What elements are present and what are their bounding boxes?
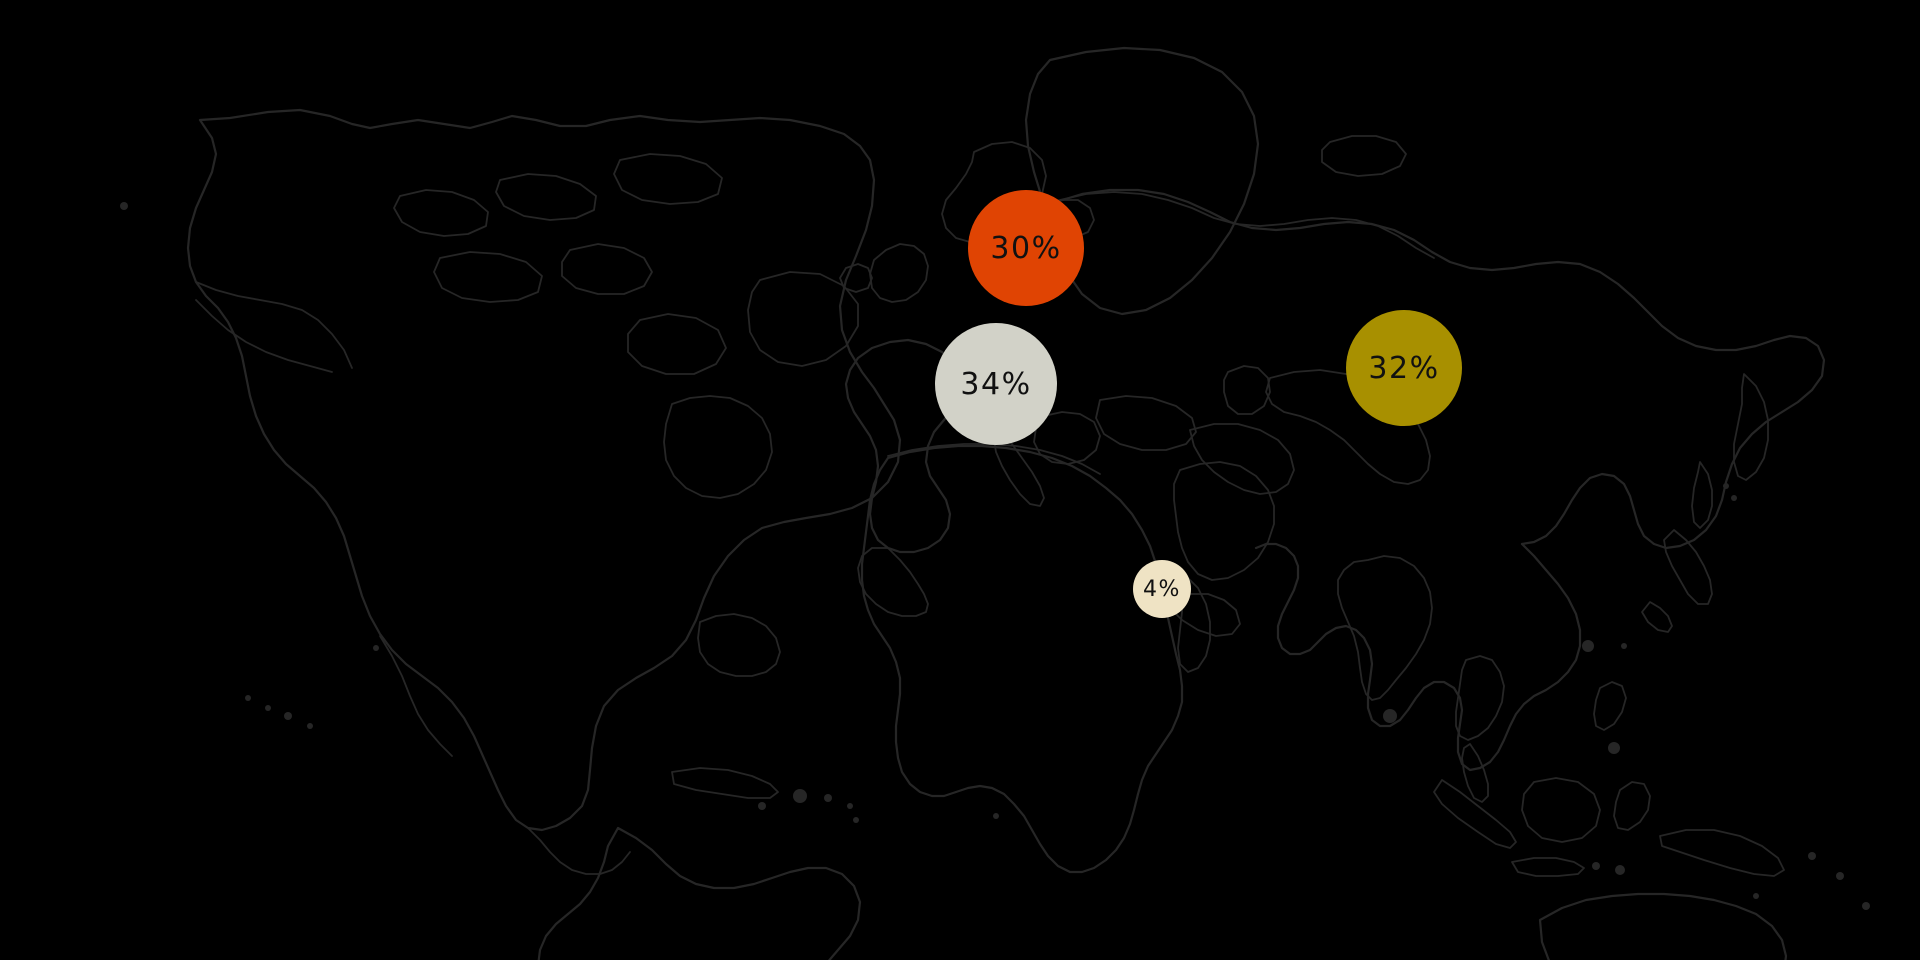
- bubble-europe[interactable]: 30%: [968, 190, 1084, 306]
- land-new-guinea: [1659, 829, 1785, 877]
- land-british-isles: [869, 243, 929, 303]
- bubble-asia-south[interactable]: 32%: [1346, 310, 1462, 426]
- land-madagascar: [1177, 575, 1211, 673]
- land-hawaii-1: [245, 695, 251, 701]
- land-arctic-islands-4: [433, 251, 543, 303]
- land-arctic-islands-3: [613, 153, 723, 205]
- bubble-label-africa-north: 34%: [960, 366, 1032, 402]
- bubble-label-asia-south: 32%: [1368, 350, 1440, 386]
- land-italy: [993, 431, 1045, 507]
- land-island-pacific: [120, 202, 128, 210]
- land-mediterranean-coast: [887, 443, 1101, 475]
- bubble-label-europe: 30%: [990, 230, 1062, 266]
- land-lesser-antilles-1: [847, 803, 853, 809]
- land-hawaii-2: [265, 705, 271, 711]
- land-south-america: [537, 826, 862, 960]
- land-alaska: [195, 281, 353, 369]
- land-horn-of-africa: [1171, 593, 1241, 637]
- land-sakhalin: [1691, 461, 1713, 529]
- land-puerto-rico: [824, 794, 832, 802]
- land-iberia: [857, 547, 929, 617]
- land-kamchatka: [1733, 373, 1769, 481]
- land-balkans: [1033, 411, 1101, 465]
- land-timor: [1615, 865, 1625, 875]
- land-arabia: [1173, 461, 1275, 581]
- land-indochina: [1455, 655, 1505, 741]
- land-japan: [1663, 529, 1713, 605]
- bubble-africa-east[interactable]: 4%: [1133, 560, 1191, 618]
- land-baja-california: [379, 635, 453, 757]
- land-north-america: [186, 108, 902, 832]
- land-russia-asia: [1030, 188, 1826, 550]
- land-hispaniola: [793, 789, 807, 803]
- land-hawaii-4: [307, 723, 313, 729]
- land-caspian-sea: [1223, 365, 1271, 415]
- land-east-asia: [1254, 542, 1582, 772]
- land-fiji: [1862, 902, 1870, 910]
- land-arctic-islands-1: [393, 189, 489, 237]
- land-japan-south: [1641, 601, 1673, 633]
- land-siberia-arctic-coast: [1035, 191, 1435, 259]
- land-aleutians: [195, 299, 333, 373]
- land-south-atlantic-island: [993, 813, 999, 819]
- land-lesser-sunda-1: [1592, 862, 1600, 870]
- land-jamaica: [758, 802, 766, 810]
- land-hudson-bay: [663, 395, 773, 499]
- land-sulawesi: [1613, 781, 1651, 831]
- land-baffin-island: [747, 271, 859, 367]
- land-africa: [860, 444, 1184, 874]
- land-hawaii-3: [284, 712, 292, 720]
- land-pacific-island-3: [1753, 893, 1759, 899]
- land-arctic-islands-2: [495, 173, 597, 221]
- bubble-africa-north[interactable]: 34%: [935, 323, 1057, 445]
- land-iceland: [1321, 135, 1407, 177]
- land-pacific-island-2: [1836, 872, 1844, 880]
- land-borneo: [1521, 777, 1601, 843]
- bubble-label-africa-east: 4%: [1143, 576, 1181, 602]
- land-arctic-islands-5: [561, 243, 653, 295]
- land-java: [1511, 857, 1585, 877]
- land-central-america: [527, 827, 631, 875]
- land-philippines: [1593, 681, 1627, 731]
- land-sri-lanka: [1383, 709, 1397, 723]
- land-pacific-island-1: [1808, 852, 1816, 860]
- land-okinawa: [1621, 643, 1627, 649]
- land-great-lakes: [697, 613, 781, 677]
- land-malay-peninsula: [1461, 743, 1489, 803]
- land-kuril-islands-2: [1731, 495, 1737, 501]
- land-middle-east: [1189, 423, 1295, 495]
- land-kuril-islands-1: [1723, 483, 1729, 489]
- land-sumatra: [1433, 779, 1517, 849]
- land-lesser-antilles-2: [853, 817, 859, 823]
- land-philippines-south: [1608, 742, 1620, 754]
- land-ireland: [839, 263, 873, 293]
- land-india: [1337, 555, 1433, 701]
- land-taiwan: [1582, 640, 1594, 652]
- land-cuba: [671, 767, 779, 799]
- land-black-sea-coast: [1095, 395, 1197, 451]
- land-greenland: [1024, 46, 1260, 316]
- land-australia: [1538, 892, 1788, 960]
- land-galapagos: [373, 645, 379, 651]
- land-victoria-island: [627, 313, 727, 375]
